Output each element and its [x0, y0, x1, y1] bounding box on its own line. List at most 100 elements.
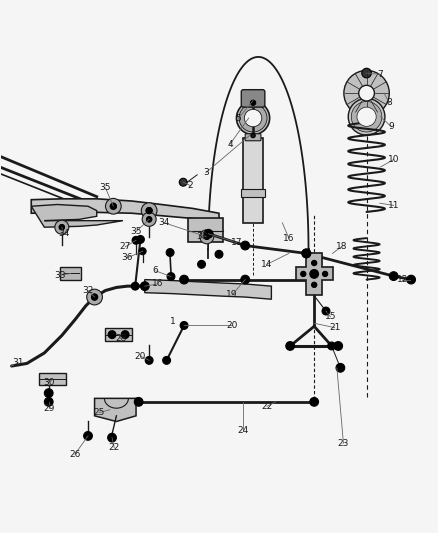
Text: 7: 7 [378, 70, 383, 79]
Circle shape [142, 212, 156, 227]
Circle shape [357, 107, 376, 126]
Circle shape [322, 271, 328, 277]
Circle shape [59, 224, 64, 230]
Circle shape [389, 272, 398, 280]
Circle shape [204, 234, 209, 239]
Circle shape [302, 249, 311, 258]
Circle shape [166, 248, 174, 256]
Circle shape [336, 364, 345, 372]
Circle shape [360, 111, 373, 123]
Text: 25: 25 [93, 408, 105, 417]
Circle shape [146, 207, 152, 214]
Polygon shape [106, 328, 132, 341]
Polygon shape [296, 253, 332, 295]
Text: 23: 23 [338, 439, 349, 448]
Circle shape [84, 432, 92, 440]
Text: 3: 3 [203, 168, 209, 177]
FancyBboxPatch shape [244, 138, 263, 223]
Circle shape [311, 261, 317, 265]
Circle shape [241, 275, 250, 284]
Circle shape [322, 307, 330, 315]
Circle shape [251, 100, 256, 106]
Text: 15: 15 [325, 312, 336, 321]
Circle shape [310, 398, 318, 406]
Text: 36: 36 [122, 253, 133, 262]
Polygon shape [95, 398, 136, 422]
Circle shape [121, 330, 129, 338]
Text: 8: 8 [386, 98, 392, 107]
Text: 9: 9 [389, 122, 394, 131]
Circle shape [87, 289, 102, 305]
Circle shape [147, 217, 152, 222]
Polygon shape [60, 266, 81, 280]
Text: 35: 35 [100, 183, 111, 192]
Circle shape [215, 251, 223, 258]
FancyBboxPatch shape [241, 189, 265, 197]
Text: 22: 22 [109, 443, 120, 452]
Text: 32: 32 [82, 286, 94, 295]
Text: 17: 17 [231, 238, 242, 247]
Circle shape [241, 241, 250, 250]
Text: 29: 29 [43, 404, 54, 413]
Text: 14: 14 [261, 260, 273, 269]
Circle shape [251, 133, 255, 138]
Text: 6: 6 [153, 266, 159, 276]
Circle shape [141, 282, 149, 290]
Circle shape [244, 109, 262, 127]
Circle shape [108, 433, 117, 442]
Circle shape [106, 198, 121, 214]
Circle shape [237, 101, 270, 135]
Circle shape [359, 85, 374, 101]
Text: 24: 24 [237, 426, 249, 435]
Circle shape [239, 104, 267, 132]
Circle shape [334, 342, 343, 350]
Text: 21: 21 [329, 323, 340, 332]
Circle shape [348, 99, 385, 135]
Text: 30: 30 [43, 378, 54, 387]
Text: 35: 35 [130, 227, 142, 236]
Circle shape [132, 236, 140, 244]
Circle shape [134, 398, 143, 406]
Text: 5: 5 [236, 114, 241, 123]
Circle shape [249, 114, 258, 123]
Circle shape [44, 389, 53, 398]
Circle shape [141, 203, 157, 219]
Circle shape [92, 294, 98, 300]
Circle shape [311, 282, 317, 287]
Text: 16: 16 [283, 233, 295, 243]
Text: 27: 27 [120, 243, 131, 252]
Circle shape [162, 357, 170, 364]
Text: 33: 33 [54, 271, 65, 280]
Circle shape [300, 271, 306, 277]
Circle shape [200, 230, 214, 244]
Circle shape [139, 248, 146, 255]
Circle shape [59, 224, 64, 230]
Circle shape [92, 294, 98, 300]
Circle shape [145, 357, 153, 364]
Text: 34: 34 [159, 219, 170, 228]
Polygon shape [188, 219, 223, 243]
Circle shape [110, 203, 117, 209]
Circle shape [198, 261, 205, 268]
Text: 26: 26 [69, 450, 81, 459]
FancyBboxPatch shape [245, 134, 261, 141]
Circle shape [328, 342, 336, 350]
Circle shape [44, 398, 53, 406]
Circle shape [167, 272, 175, 280]
Text: 38: 38 [196, 232, 207, 241]
Polygon shape [31, 205, 123, 227]
Circle shape [204, 229, 213, 238]
Circle shape [180, 275, 188, 284]
Circle shape [204, 234, 209, 239]
Polygon shape [31, 199, 219, 223]
Text: 1: 1 [170, 317, 176, 326]
FancyBboxPatch shape [241, 90, 265, 107]
Text: 12: 12 [397, 275, 408, 284]
Circle shape [137, 236, 145, 244]
Circle shape [131, 282, 139, 290]
Text: 31: 31 [12, 358, 24, 367]
Polygon shape [39, 374, 66, 385]
Circle shape [110, 203, 117, 209]
Text: 34: 34 [58, 229, 70, 238]
Text: 4: 4 [227, 140, 233, 149]
